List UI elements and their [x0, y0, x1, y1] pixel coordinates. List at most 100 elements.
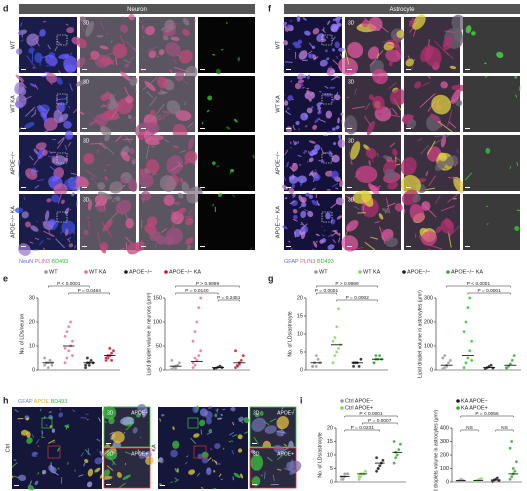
- data-point: [331, 339, 335, 343]
- structure: [238, 416, 244, 422]
- structure: [434, 158, 447, 172]
- structure: [124, 63, 130, 68]
- structure: [66, 27, 75, 34]
- structure: [58, 117, 64, 121]
- row-label: APOE−/−: [10, 151, 16, 174]
- legend-swatch: [340, 399, 344, 403]
- stain-name: BD493: [51, 259, 68, 265]
- stain-name: APOE: [34, 399, 51, 405]
- structure: [73, 469, 77, 472]
- micrograph: [75, 134, 138, 194]
- significance-label: P = 0.0002: [346, 295, 370, 301]
- structure: [29, 155, 34, 161]
- structure: [125, 236, 133, 245]
- structure: [18, 126, 23, 131]
- roi-box: [321, 211, 333, 223]
- structure: [400, 175, 421, 196]
- data-point: [462, 330, 466, 334]
- structure: [207, 95, 213, 101]
- structure: [172, 145, 179, 149]
- scale-bar: [200, 69, 205, 70]
- structure: [76, 38, 87, 49]
- data-point: [310, 364, 315, 368]
- structure: [143, 26, 147, 34]
- structure: [381, 208, 390, 213]
- panel-title: Neuron: [127, 7, 147, 13]
- structure: [138, 172, 154, 188]
- structure: [428, 39, 430, 46]
- structure: [297, 154, 302, 157]
- structure: [59, 408, 62, 411]
- structure: [119, 177, 126, 183]
- structure: [200, 487, 204, 489]
- structure: [286, 24, 291, 29]
- roi-box: [47, 445, 61, 459]
- structure: [308, 53, 314, 59]
- structure: [282, 225, 288, 230]
- structure: [362, 202, 366, 212]
- structure: [144, 80, 156, 92]
- structure: [338, 47, 345, 52]
- structure: [250, 247, 253, 250]
- structure: [263, 471, 266, 480]
- data-point: [170, 358, 174, 362]
- inset-frame: [103, 406, 151, 448]
- data-point: [316, 357, 320, 361]
- legend-swatch: [456, 406, 460, 410]
- structure: [57, 447, 61, 452]
- structure: [316, 200, 320, 206]
- scale-bar: [252, 484, 257, 485]
- structure: [115, 56, 118, 66]
- data-point: [504, 366, 509, 370]
- structure: [125, 136, 132, 144]
- structure: [289, 166, 295, 173]
- structure: [353, 88, 358, 95]
- structure: [125, 95, 134, 104]
- data-point: [197, 354, 201, 358]
- structure: [179, 177, 184, 183]
- structure: [426, 140, 436, 155]
- stain-name: PLIN3: [35, 259, 52, 265]
- structure: [42, 20, 47, 23]
- structure: [54, 114, 59, 118]
- structure: [39, 408, 42, 412]
- y-tick-label: 0: [300, 367, 303, 373]
- micrograph: [401, 75, 469, 133]
- significance-bracket: [316, 285, 378, 288]
- structure: [119, 34, 126, 45]
- structure: [333, 94, 341, 101]
- data-point: [336, 346, 341, 350]
- scale-bar: [347, 128, 352, 129]
- data-point: [468, 349, 472, 353]
- y-axis-label: No. of LDs/neuron: [19, 313, 25, 354]
- y-tick-label: 5: [330, 466, 333, 472]
- y-tick-label: 10: [327, 452, 333, 458]
- structure: [72, 108, 78, 114]
- structure: [125, 40, 137, 53]
- structure: [368, 16, 383, 32]
- structure: [26, 33, 39, 46]
- structure: [388, 60, 393, 67]
- structure: [361, 20, 369, 28]
- structure: [276, 430, 285, 434]
- structure: [464, 172, 473, 181]
- structure: [57, 467, 60, 470]
- structure: [449, 225, 461, 237]
- structure: [302, 86, 305, 89]
- structure: [260, 474, 263, 477]
- structure: [79, 111, 85, 115]
- structure: [237, 448, 243, 453]
- significance-label: P = 0.0056: [475, 411, 499, 417]
- scale-bar: [286, 246, 291, 247]
- structure: [167, 169, 170, 172]
- structure: [290, 248, 293, 251]
- roi-box: [56, 34, 68, 46]
- structure: [447, 231, 452, 248]
- structure: [179, 150, 186, 154]
- row-label: WT: [275, 40, 281, 49]
- structure: [166, 100, 181, 115]
- structure: [431, 94, 452, 115]
- data-point: [513, 469, 517, 473]
- structure: [120, 416, 134, 425]
- structure: [336, 215, 343, 220]
